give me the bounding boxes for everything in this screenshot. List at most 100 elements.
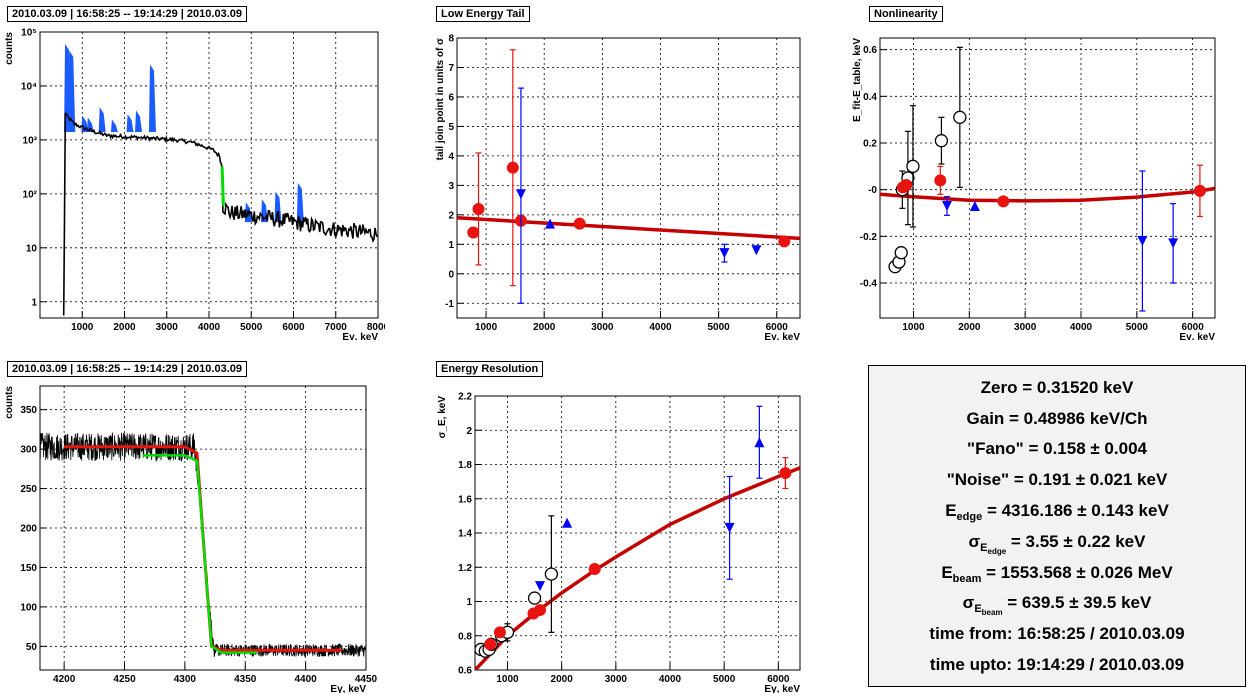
y-tick-label: 350	[20, 405, 37, 416]
edge-fit-segment	[220, 166, 225, 206]
y-tick-label: 2	[448, 210, 454, 221]
zero-line: Zero = 0.31520 keV	[980, 377, 1134, 397]
y-tick-label: 0.6	[458, 666, 472, 677]
y-tick-label: 3	[448, 181, 454, 192]
y-tick-label: 300	[20, 445, 37, 456]
y-tick-label: 1.6	[458, 494, 472, 505]
y-tick-label: 150	[20, 563, 37, 574]
y-tick-label: 200	[20, 524, 37, 535]
x-tick-label: 6000	[767, 674, 790, 685]
sigma-edge-sub-e: E	[980, 541, 988, 554]
x-tick-label: 4350	[234, 674, 257, 685]
red-point	[506, 161, 519, 174]
spectrum-peak	[135, 110, 143, 133]
plot-content	[457, 49, 800, 304]
y-tick-label: 2.2	[458, 392, 472, 403]
x-tick-label: 8000	[367, 322, 385, 333]
resolution-title: Energy Resolution	[436, 361, 544, 377]
y-tick-label: -0.4	[860, 279, 878, 290]
spectrum-peak	[68, 50, 76, 133]
edge-line: Eedge = 4316.186 ± 0.143 keV	[945, 501, 1169, 523]
noise-line: "Noise" = 0.191 ± 0.021 keV	[946, 470, 1168, 490]
blue-down-point	[535, 581, 545, 592]
y-tick-label: 250	[20, 484, 37, 495]
spectrum-peak	[274, 191, 282, 223]
sigma-edge-symbol: σ	[968, 531, 981, 551]
x-tick-label: 1000	[902, 322, 925, 333]
x-tick-label: 4250	[113, 674, 136, 685]
spectrum-peak	[296, 182, 304, 223]
open-point	[906, 159, 920, 173]
y-tick-label: 10³	[23, 135, 38, 146]
edge-value: = 4316.186 ± 0.143 keV	[982, 501, 1169, 521]
sigma-beam-symbol: σ	[962, 593, 975, 613]
x-tick-label: 3000	[591, 322, 614, 333]
edge-symbol: E	[945, 501, 957, 521]
nonlin-panel: 1000 2000 3000 4000 5000 6000 -0.4 -0.2 -0 0.2 0.4…	[840, 0, 1225, 343]
beam-subscript: beam	[952, 572, 982, 585]
y-tick-label: 7	[448, 63, 454, 74]
x-tick-label: 4400	[295, 674, 318, 685]
x-tick-label: 5000	[240, 322, 263, 333]
red-point	[467, 226, 480, 239]
gain-line: Gain = 0.48986 keV/Ch	[966, 408, 1148, 428]
y-tick-label: 1	[466, 597, 472, 608]
y-tick-label: 1	[31, 297, 37, 308]
red-point	[900, 179, 913, 191]
plot-content	[880, 46, 1215, 312]
sigma-beam-subsub: beam	[981, 608, 1003, 618]
tail-chart: 1000 2000 3000 4000 5000 6000 -1 0 1 2 3 4 5 6 7 8 Eγ, k…	[435, 34, 801, 343]
x-axis-label: Eγ, keV	[1179, 332, 1215, 340]
beam-value: = 1553.568 ± 0.026 MeV	[981, 562, 1173, 582]
x-tick-label: 2000	[958, 322, 981, 333]
x-tick-label: 4000	[659, 674, 682, 685]
sigma-beam-line: σEbeam = 639.5 ± 39.5 keV	[962, 593, 1152, 617]
spectrum-peak	[148, 64, 156, 133]
x-tick-label: 6000	[282, 322, 305, 333]
sigma-beam-value: = 639.5 ± 39.5 keV	[1002, 593, 1152, 613]
y-tick-label: -1	[445, 299, 454, 310]
y-tick-label: 10	[26, 243, 38, 254]
x-tick-label: 5000	[713, 674, 736, 685]
red-point	[778, 235, 791, 248]
x-axis-label: Eγ, keV	[330, 684, 366, 693]
x-tick-label: 3000	[156, 322, 179, 333]
open-point	[527, 591, 542, 605]
y-tick-label: 8	[448, 34, 454, 45]
x-tick-label: 5000	[1126, 322, 1149, 333]
sigma-edge-sub: Eedge	[980, 541, 1007, 556]
fit-curve	[880, 186, 1215, 203]
y-tick-label: 0.2	[863, 139, 877, 150]
sigma-edge-subsub: edge	[987, 546, 1007, 556]
tail-panel: 1000 2000 3000 4000 5000 6000 -1 0 1 2 3 4 5 6 7 8 Eγ, k…	[425, 0, 810, 343]
tail-title: Low Energy Tail	[436, 6, 530, 22]
y-axis-label: counts	[4, 32, 15, 65]
y-tick-label: 10⁵	[21, 28, 37, 39]
plot-frame	[456, 37, 801, 319]
plot-frame	[879, 37, 1216, 319]
edge-fit-green	[142, 454, 258, 654]
nonlin-title: Nonlinearity	[869, 6, 943, 22]
spectrum-chart: 1000 2000 3000 4000 5000 6000 7000 8000 1 10 10² 10…	[4, 28, 390, 344]
blue-up-point	[969, 201, 980, 211]
x-tick-label: 6000	[1182, 322, 1205, 333]
spectrum-peak	[126, 114, 134, 133]
x-tick-label: 4000	[1070, 322, 1093, 333]
sigma-edge-line: σEedge = 3.55 ± 0.22 keV	[968, 531, 1146, 556]
plot-content	[62, 43, 378, 316]
spectrum-peak	[110, 119, 118, 133]
y-tick-label: 10⁴	[21, 81, 37, 92]
x-tick-label: 4300	[174, 674, 197, 685]
x-tick-label: 5000	[707, 322, 730, 333]
blue-down-point	[719, 248, 730, 259]
sigma-edge-value: = 3.55 ± 0.22 keV	[1006, 531, 1146, 551]
y-tick-label: 1.8	[458, 460, 472, 471]
blue-down-point	[1168, 238, 1179, 249]
time-upto-line: time upto: 19:14:29 / 2010.03.09	[929, 655, 1185, 675]
x-axis-label: Eγ, keV	[764, 684, 800, 693]
blue-down-point	[1137, 236, 1148, 246]
y-tick-label: 1.4	[458, 529, 472, 540]
x-tick-label: 4450	[355, 674, 378, 685]
y-tick-label: 1	[448, 240, 454, 251]
open-point	[953, 110, 967, 124]
